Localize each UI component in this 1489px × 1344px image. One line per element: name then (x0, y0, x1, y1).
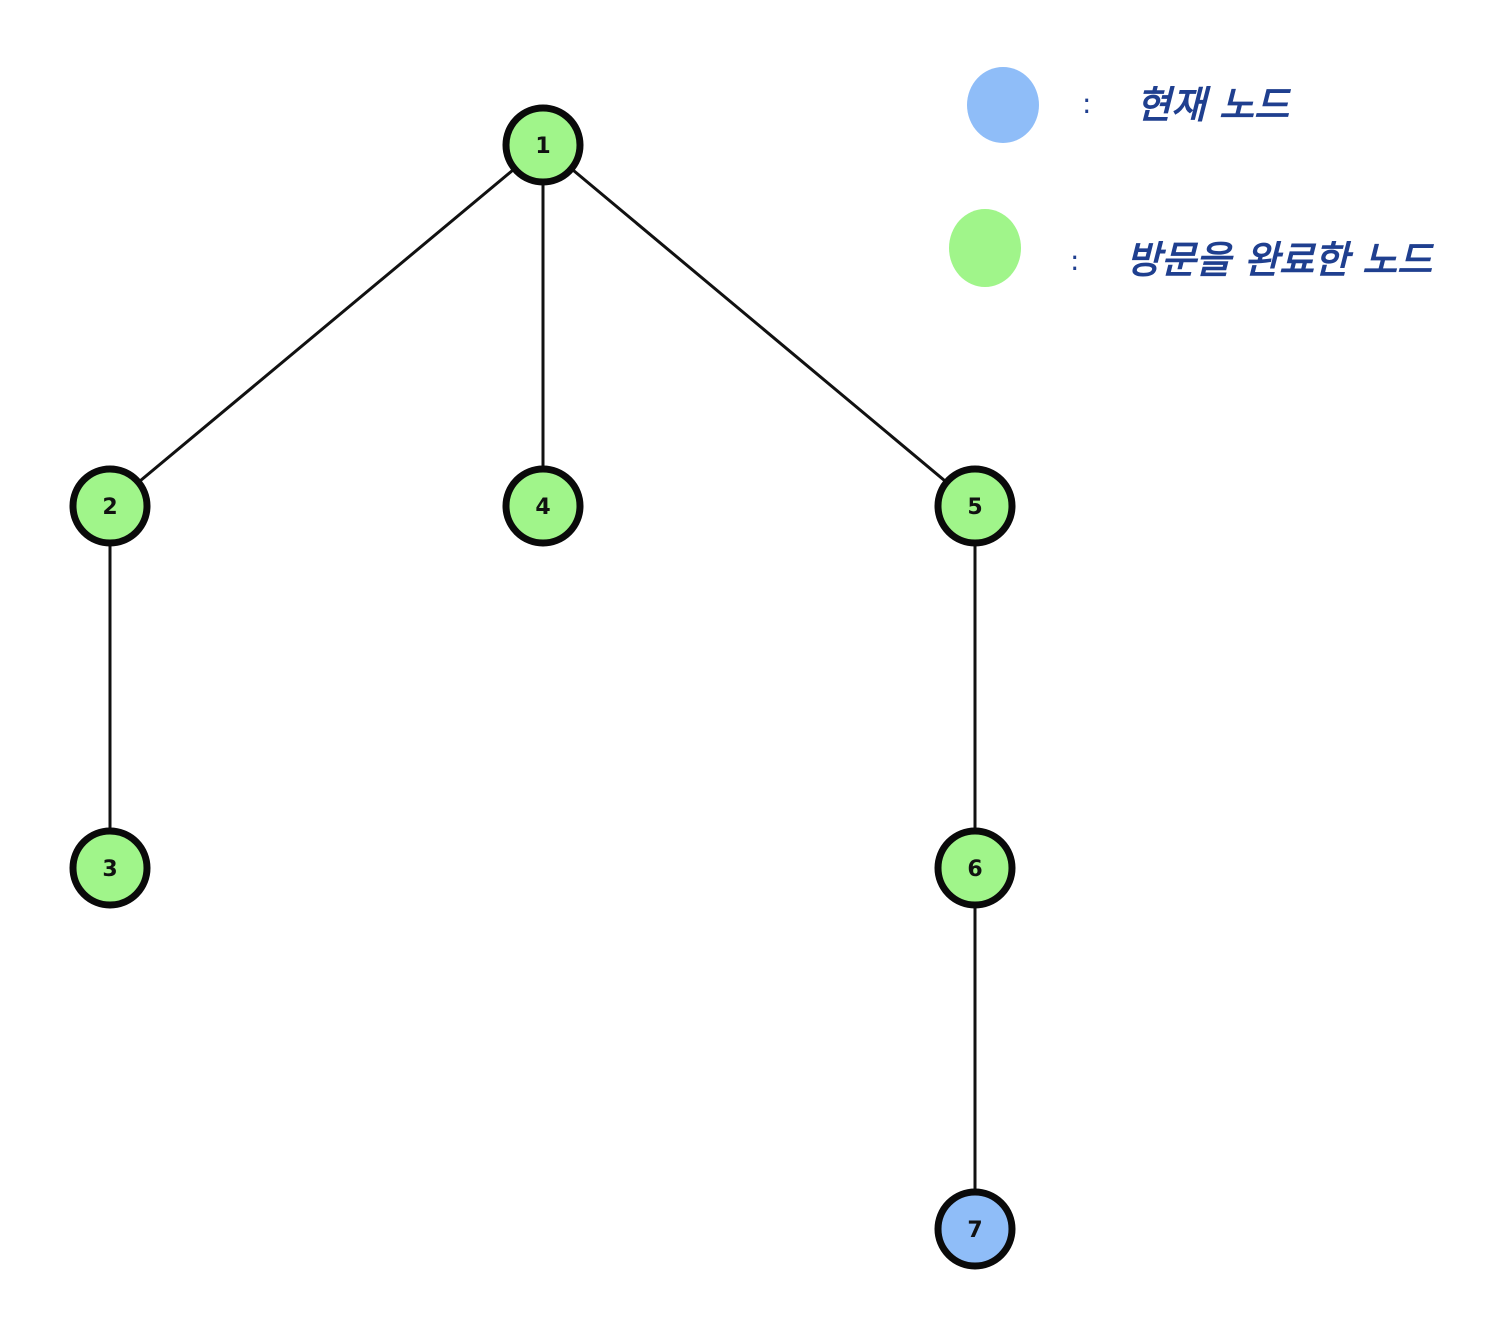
node-circle-1 (502, 104, 584, 186)
node-7: 7 (934, 1188, 1016, 1270)
node-circle-7 (934, 1188, 1016, 1270)
legend-swatch-current (967, 67, 1039, 143)
legend-swatch-visited (949, 209, 1021, 287)
legend-label-visited: 방문을 완료한 노드 (1126, 238, 1434, 282)
node-circle-6 (934, 827, 1016, 909)
edge-1-2 (109, 143, 544, 508)
node-circle-5 (934, 465, 1016, 547)
legend: : 현재 노드 : 방문을 완료한 노드 (949, 67, 1434, 287)
node-2: 2 (69, 465, 151, 547)
legend-item-visited: : 방문을 완료한 노드 (949, 209, 1434, 287)
node-label-4: 4 (535, 495, 550, 520)
node-5: 5 (934, 465, 1016, 547)
node-circle-2 (69, 465, 151, 547)
node-layer: 1 2 4 5 3 6 7 (69, 104, 1016, 1270)
node-label-2: 2 (102, 495, 117, 520)
node-circle-3 (69, 827, 151, 909)
legend-colon-visited: : (1070, 244, 1079, 277)
node-label-3: 3 (102, 857, 117, 882)
legend-item-current: : 현재 노드 (967, 67, 1291, 143)
node-circle-4 (502, 465, 584, 547)
edge-1-5 (542, 143, 976, 508)
node-4: 4 (502, 465, 584, 547)
node-3: 3 (69, 827, 151, 909)
legend-label-current: 현재 노드 (1136, 83, 1291, 127)
node-6: 6 (934, 827, 1016, 909)
edge-layer (108, 143, 977, 1229)
node-label-1: 1 (535, 134, 550, 159)
node-label-5: 5 (967, 495, 982, 520)
node-label-6: 6 (967, 857, 982, 882)
node-1: 1 (502, 104, 584, 186)
legend-colon-current: : (1082, 87, 1091, 120)
node-label-7: 7 (967, 1218, 982, 1243)
